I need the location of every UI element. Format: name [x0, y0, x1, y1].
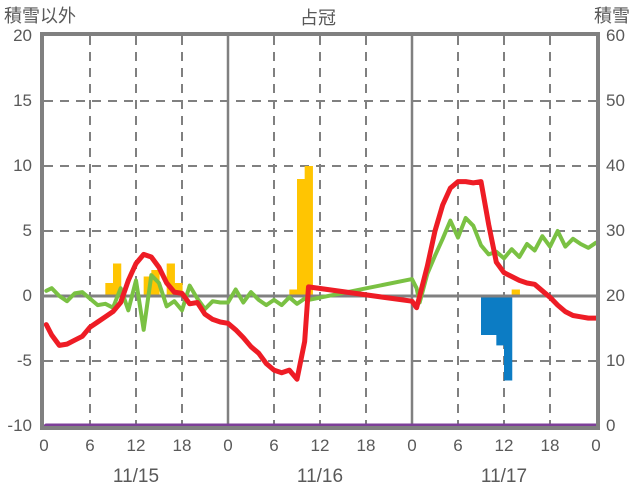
plot-svg: [44, 36, 596, 426]
left-axis-title: 積雪以外: [4, 6, 76, 26]
x-tick-label: 18: [540, 436, 560, 455]
snow-change-bars: [481, 296, 513, 381]
right-tick-label: 50: [606, 91, 625, 110]
x-tick-label: 0: [39, 436, 49, 455]
x-tick-label: 12: [310, 436, 330, 455]
right-tick-label: 40: [606, 156, 625, 175]
left-tick-label: 15: [13, 91, 32, 110]
x-date-label: 11/16: [296, 466, 344, 487]
x-tick-label: 6: [85, 436, 95, 455]
x-date-label: 11/15: [112, 466, 160, 487]
x-tick-label: 18: [356, 436, 376, 455]
x-tick-label: 6: [269, 436, 279, 455]
right-tick-label: 60: [606, 26, 625, 45]
plot-area: [44, 36, 596, 426]
left-tick-label: -5: [16, 351, 32, 370]
left-tick-label: 5: [22, 221, 32, 240]
right-tick-label: 10: [606, 351, 625, 370]
temperature-line: [44, 179, 596, 382]
chart-title: 占冠: [300, 8, 336, 28]
x-tick-label: 0: [591, 436, 601, 455]
x-tick-label: 12: [494, 436, 514, 455]
x-tick-label: 18: [172, 436, 192, 455]
x-tick-label: 0: [407, 436, 417, 455]
right-tick-label: 20: [606, 286, 625, 305]
left-tick-label: -10: [7, 416, 32, 435]
x-tick-label: 0: [223, 436, 233, 455]
grid-lines: [44, 36, 596, 426]
x-tick-label: 6: [453, 436, 463, 455]
left-tick-label: 0: [22, 286, 32, 305]
left-tick-label: 10: [13, 156, 32, 175]
left-tick-label: 20: [13, 26, 32, 45]
right-tick-label: 30: [606, 221, 625, 240]
x-date-label: 11/17: [480, 466, 528, 487]
right-axis-title: 積雪: [594, 6, 630, 26]
right-tick-label: 0: [606, 416, 616, 435]
x-tick-label: 12: [126, 436, 146, 455]
